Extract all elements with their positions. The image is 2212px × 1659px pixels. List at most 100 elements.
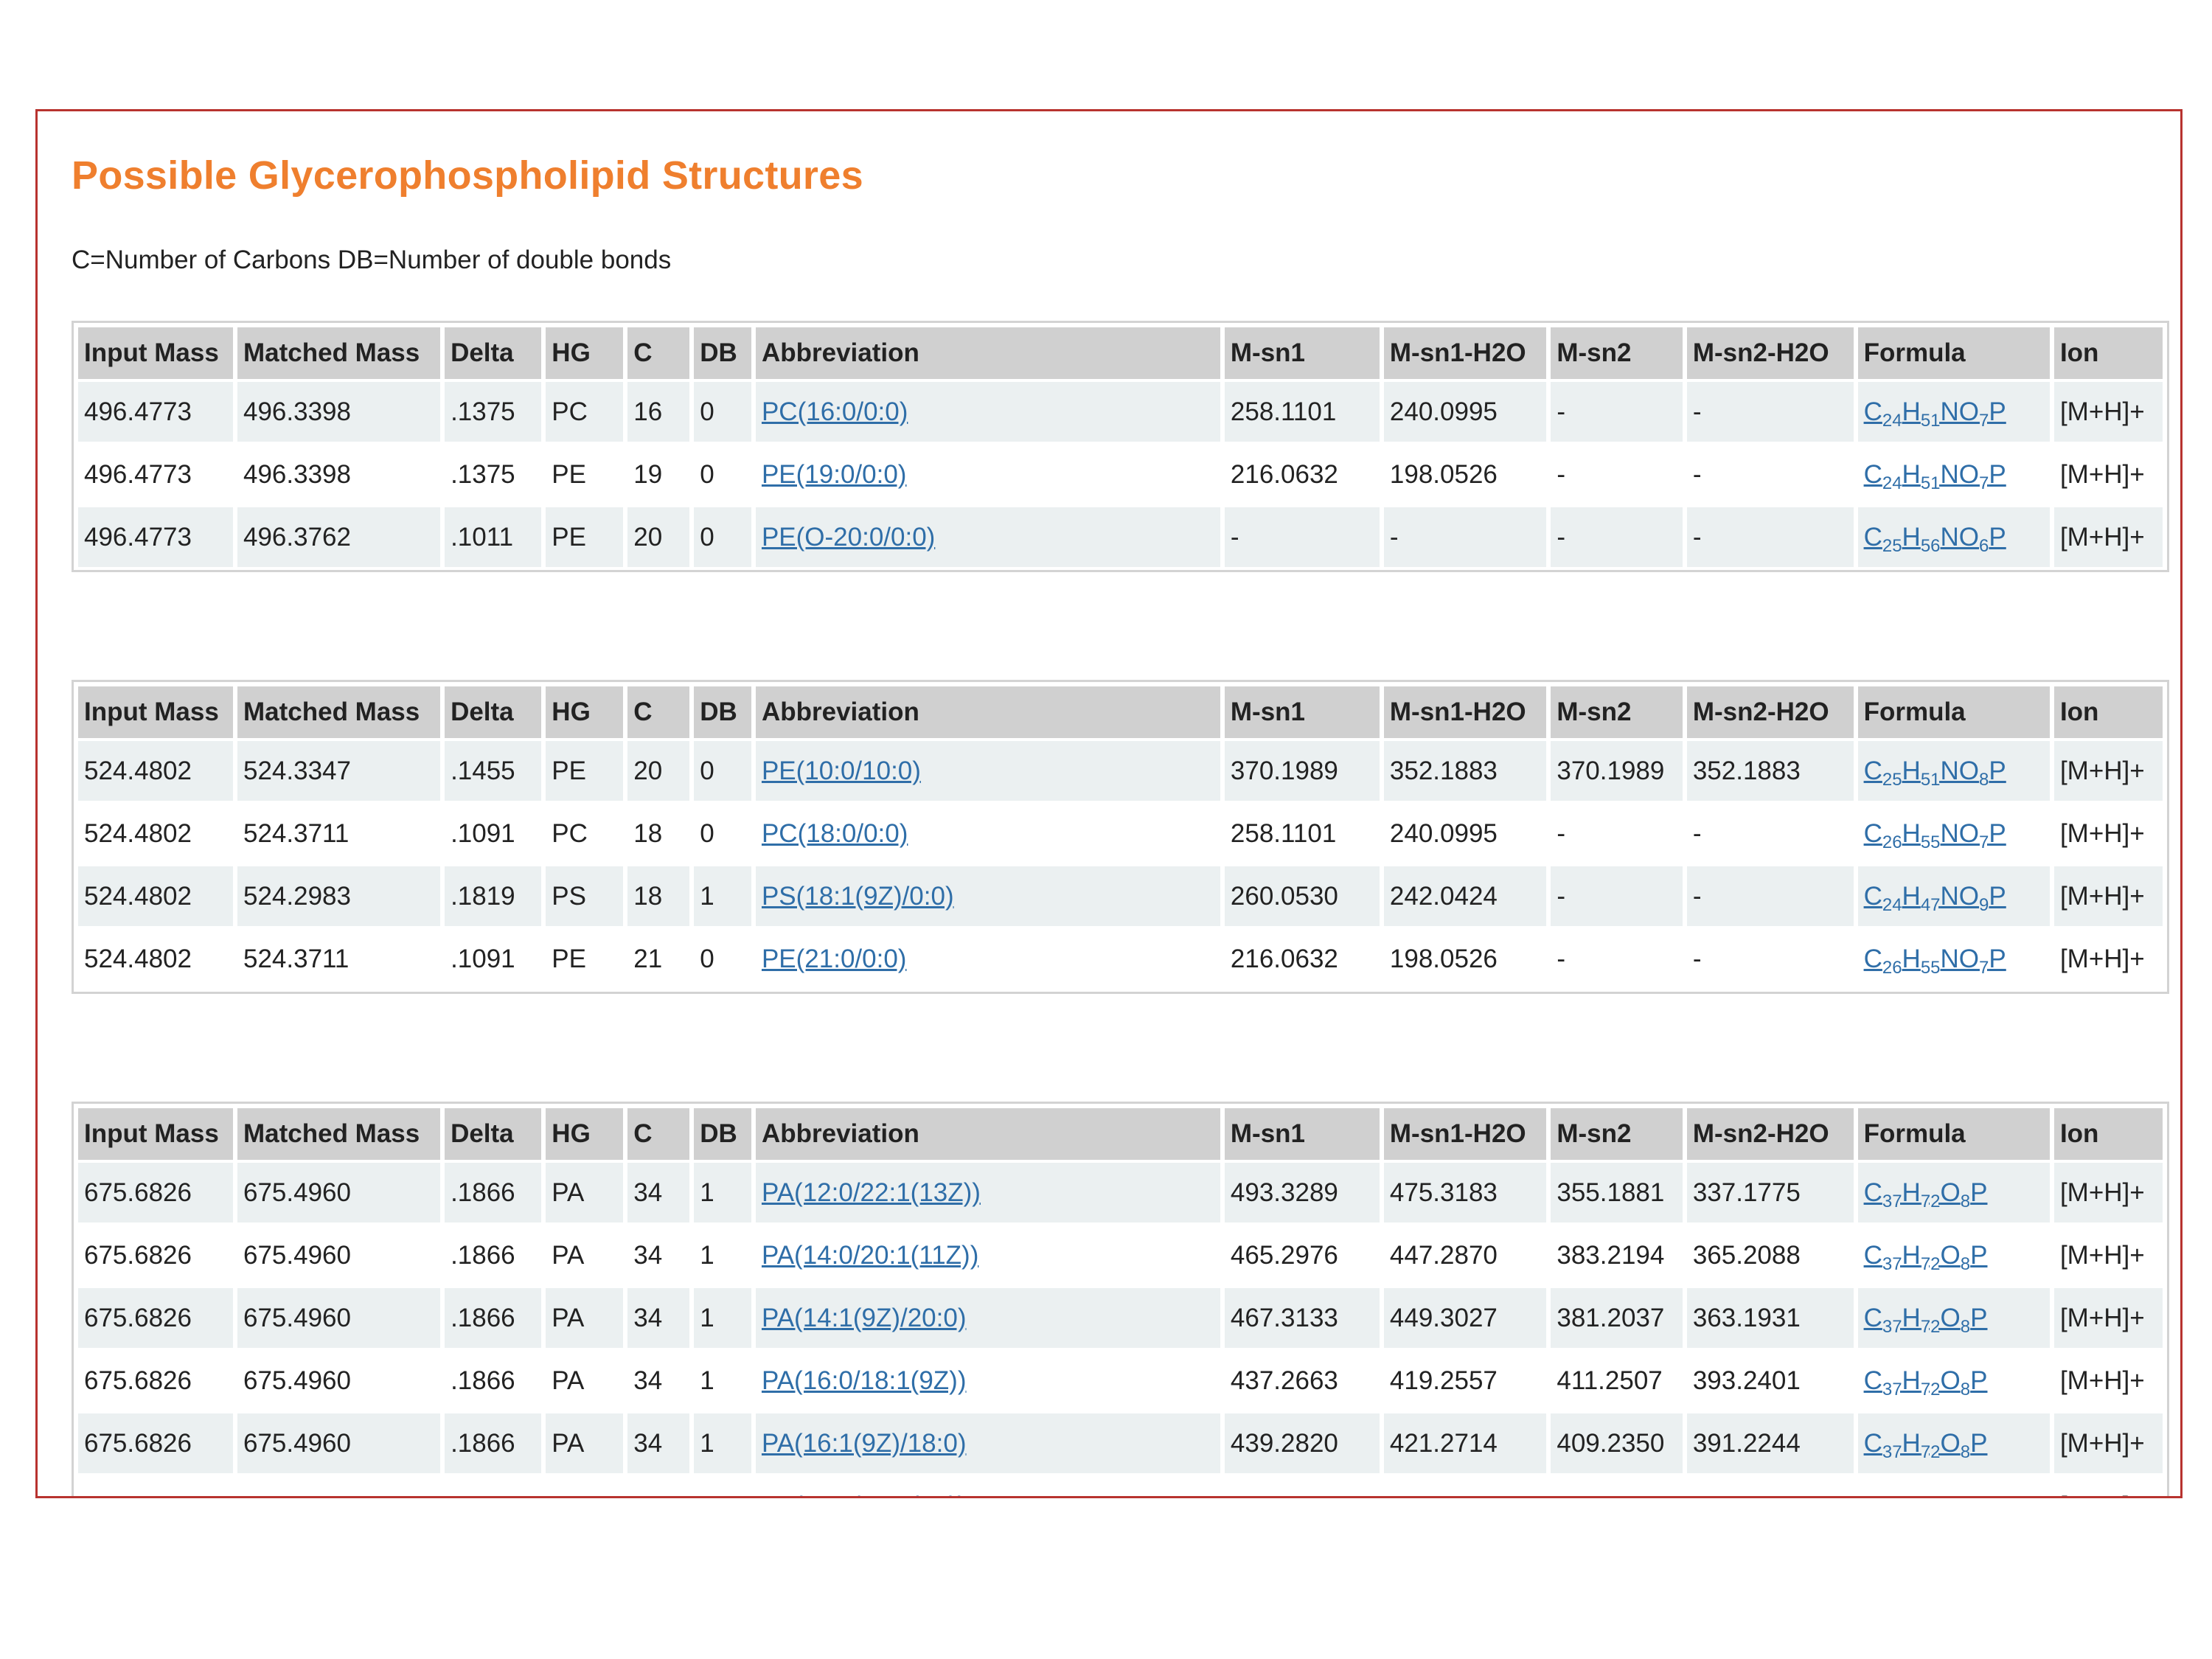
cell-double-bonds: 0 bbox=[694, 445, 751, 504]
formula-element: H bbox=[1902, 1240, 1921, 1270]
abbreviation-link[interactable]: PE(19:0/0:0) bbox=[761, 459, 907, 489]
formula-count: 72 bbox=[1920, 1379, 1941, 1399]
formula-count: 72 bbox=[1920, 1316, 1941, 1337]
column-header-hg: HG bbox=[546, 1108, 624, 1160]
abbreviation-link[interactable]: PC(18:0/0:0) bbox=[761, 818, 908, 848]
cell-formula: C26H55NO7P bbox=[1857, 804, 2050, 863]
cell-double-bonds: 1 bbox=[694, 1351, 751, 1411]
column-header-m-sn2-h2o: M-sn2-H2O bbox=[1686, 686, 1854, 738]
formula-count: 72 bbox=[1920, 1191, 1941, 1211]
formula-element: P bbox=[1970, 1178, 1988, 1207]
cell-m-sn1: 258.1101 bbox=[1224, 804, 1380, 863]
cell-m-sn2: - bbox=[1551, 804, 1683, 863]
formula-link[interactable]: C24H51NO7P bbox=[1864, 397, 2006, 430]
abbreviation-link[interactable]: PA(16:1(9Z)/18:0) bbox=[761, 1428, 967, 1458]
formula-link[interactable]: C37H72O8P bbox=[1864, 1492, 1988, 1497]
cell-m-sn1: 216.0632 bbox=[1224, 445, 1380, 504]
cell-delta: .1375 bbox=[445, 382, 542, 442]
cell-abbreviation: PC(16:0/0:0) bbox=[755, 382, 1220, 442]
cell-m-sn1-h2o: - bbox=[1383, 507, 1547, 567]
formula-count: 8 bbox=[1960, 1316, 1971, 1337]
cell-m-sn2-h2o: - bbox=[1686, 382, 1854, 442]
formula-link[interactable]: C25H51NO8P bbox=[1864, 757, 2006, 789]
cell-hg: PA bbox=[546, 1413, 624, 1473]
cell-m-sn1-h2o: 449.3027 bbox=[1383, 1288, 1547, 1348]
cell-formula: C37H72O8P bbox=[1857, 1163, 2050, 1222]
abbreviation-link[interactable]: PC(16:0/0:0) bbox=[761, 397, 908, 426]
formula-link[interactable]: C37H72O8P bbox=[1864, 1178, 1988, 1211]
formula-element: H bbox=[1902, 1428, 1921, 1458]
cell-abbreviation: PE(21:0/0:0) bbox=[755, 929, 1220, 989]
column-header-abbreviation: Abbreviation bbox=[755, 1108, 1220, 1160]
formula-count: 37 bbox=[1882, 1441, 1902, 1462]
abbreviation-link[interactable]: PA(14:0/20:1(11Z)) bbox=[761, 1240, 979, 1270]
formula-element: H bbox=[1902, 1492, 1921, 1497]
column-header-input-mass: Input Mass bbox=[78, 686, 233, 738]
abbreviation-link[interactable]: PE(10:0/10:0) bbox=[761, 756, 921, 785]
cell-m-sn1-h2o: 475.3183 bbox=[1383, 1163, 1547, 1222]
cell-carbons: 34 bbox=[627, 1476, 690, 1496]
cell-m-sn2-h2o: - bbox=[1686, 929, 1854, 989]
column-header-double-bonds: DB bbox=[694, 686, 751, 738]
table-row: 524.4802 524.3711.1091 PC 18 0 PC(18:0/0:0) 25… bbox=[78, 804, 2163, 863]
cell-input-mass: 496.4773 bbox=[78, 382, 233, 442]
cell-ion: [M+H]+ bbox=[2053, 1225, 2163, 1285]
cell-matched-mass: 675.4960 bbox=[237, 1163, 441, 1222]
formula-link[interactable]: C37H72O8P bbox=[1864, 1240, 1988, 1273]
cell-abbreviation: PE(10:0/10:0) bbox=[755, 741, 1220, 801]
cell-input-mass: 496.4773 bbox=[78, 445, 233, 504]
abbreviation-link[interactable]: PE(O-20:0/0:0) bbox=[761, 522, 936, 552]
formula-link[interactable]: C37H72O8P bbox=[1864, 1303, 1988, 1336]
formula-element: C bbox=[1863, 1428, 1882, 1458]
column-legend-note: C=Number of Carbons DB=Number of double … bbox=[72, 246, 672, 274]
formula-link[interactable]: C37H72O8P bbox=[1864, 1366, 1988, 1399]
formula-element: P bbox=[1989, 397, 2006, 426]
column-header-delta: Delta bbox=[445, 1108, 542, 1160]
cell-ion: [M+H]+ bbox=[2053, 1413, 2163, 1473]
cell-delta: .1375 bbox=[445, 445, 542, 504]
formula-link[interactable]: C25H56NO6P bbox=[1864, 523, 2006, 555]
cell-delta: .1866 bbox=[445, 1476, 542, 1496]
cell-input-mass: 524.4802 bbox=[78, 866, 233, 926]
cell-m-sn1-h2o: 419.2557 bbox=[1383, 1351, 1547, 1411]
abbreviation-link[interactable]: PA(14:1(9Z)/20:0) bbox=[761, 1303, 967, 1332]
cell-carbons: 34 bbox=[627, 1413, 690, 1473]
formula-element: O bbox=[1940, 1366, 1961, 1395]
cell-carbons: 19 bbox=[627, 445, 690, 504]
abbreviation-link[interactable]: PA(12:0/22:1(13Z)) bbox=[761, 1178, 981, 1207]
cell-formula: C37H72O8P bbox=[1857, 1413, 2050, 1473]
abbreviation-link[interactable]: PA(16:0/18:1(9Z)) bbox=[761, 1366, 967, 1395]
cell-carbons: 20 bbox=[627, 507, 690, 567]
abbreviation-link[interactable]: PS(18:1(9Z)/0:0) bbox=[761, 881, 954, 911]
abbreviation-link[interactable]: PE(21:0/0:0) bbox=[761, 944, 907, 973]
cell-m-sn1-h2o: 447.2870 bbox=[1383, 1225, 1547, 1285]
formula-element: H bbox=[1902, 1303, 1921, 1332]
cell-m-sn2-h2o: 393.2401 bbox=[1686, 1351, 1854, 1411]
formula-element: P bbox=[1970, 1492, 1987, 1497]
formula-link[interactable]: C24H47NO9P bbox=[1864, 882, 2006, 914]
abbreviation-link[interactable]: PA(17:0/17:1(9Z)) bbox=[762, 1492, 967, 1497]
table-row: 675.6826 675.4960.1866 PA 34 1 PA(16:1(9Z)/18… bbox=[78, 1413, 2163, 1473]
table-row: 524.4802 524.3711.1091 PE 21 0 PE(21:0/0:0) 21… bbox=[78, 929, 2163, 989]
formula-element: P bbox=[1970, 1303, 1988, 1332]
column-header-m-sn2: M-sn2 bbox=[1551, 686, 1683, 738]
cell-m-sn2: 381.2037 bbox=[1551, 1288, 1683, 1348]
cell-double-bonds: 0 bbox=[694, 382, 751, 442]
column-header-formula: Formula bbox=[1857, 1108, 2050, 1160]
formula-count: 72 bbox=[1920, 1441, 1941, 1462]
results-table: Input Mass Matched Mass Delta HG C DB Abbrevia… bbox=[74, 684, 2167, 992]
cell-m-sn2-h2o: 365.2088 bbox=[1686, 1225, 1854, 1285]
formula-link[interactable]: C26H55NO7P bbox=[1864, 819, 2006, 852]
formula-link[interactable]: C24H51NO7P bbox=[1864, 460, 2006, 493]
cell-carbons: 34 bbox=[627, 1163, 690, 1222]
formula-element: O bbox=[1940, 1303, 1961, 1332]
cell-hg: PE bbox=[546, 929, 624, 989]
formula-link[interactable]: C37H72O8P bbox=[1863, 1428, 1988, 1461]
cell-carbons: 34 bbox=[627, 1225, 690, 1285]
cell-m-sn2-h2o: 391.2244 bbox=[1686, 1413, 1854, 1473]
column-header-input-mass: Input Mass bbox=[78, 1108, 233, 1160]
cell-m-sn2: 425.2663 bbox=[1551, 1476, 1683, 1496]
formula-link[interactable]: C26H55NO7P bbox=[1864, 945, 2006, 977]
cell-m-sn1: 216.0632 bbox=[1224, 929, 1380, 989]
column-header-matched-mass: Matched Mass bbox=[237, 686, 441, 738]
